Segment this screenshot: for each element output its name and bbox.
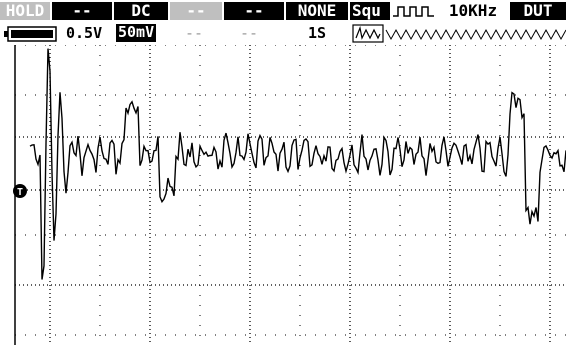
trigger-marker: T — [13, 184, 27, 198]
waveform-preview-icon — [352, 24, 566, 43]
hold-indicator[interactable]: HOLD — [0, 2, 50, 20]
target-label[interactable]: DUT — [510, 2, 566, 20]
settings-bar: 0.5V 50mV -- -- 1S — [0, 22, 566, 44]
square-wave-icon — [393, 6, 434, 17]
frequency-readout[interactable]: 10KHz — [440, 2, 506, 20]
grid — [15, 45, 566, 345]
ch2-mode[interactable]: -- — [170, 2, 222, 20]
filter-mode[interactable]: NONE — [286, 2, 348, 20]
signal-type[interactable]: Squ — [350, 2, 390, 20]
ch1-volts-div[interactable]: 0.5V — [66, 24, 103, 42]
scope-screen[interactable]: T — [0, 45, 566, 345]
status-bar: HOLD -- DC -- -- NONE Squ 10KHz DUT — [0, 0, 566, 22]
time-base[interactable]: 1S — [308, 24, 327, 42]
ch2-volts-div[interactable]: 50mV — [116, 23, 157, 42]
ch1-mode[interactable]: -- — [52, 2, 112, 20]
trigger-label: T — [17, 187, 23, 198]
field-a: -- — [185, 24, 204, 42]
battery-icon — [4, 26, 57, 42]
math-mode[interactable]: -- — [224, 2, 284, 20]
coupling-mode[interactable]: DC — [114, 2, 168, 20]
signal-trace — [29, 48, 566, 280]
field-b: -- — [240, 24, 259, 42]
